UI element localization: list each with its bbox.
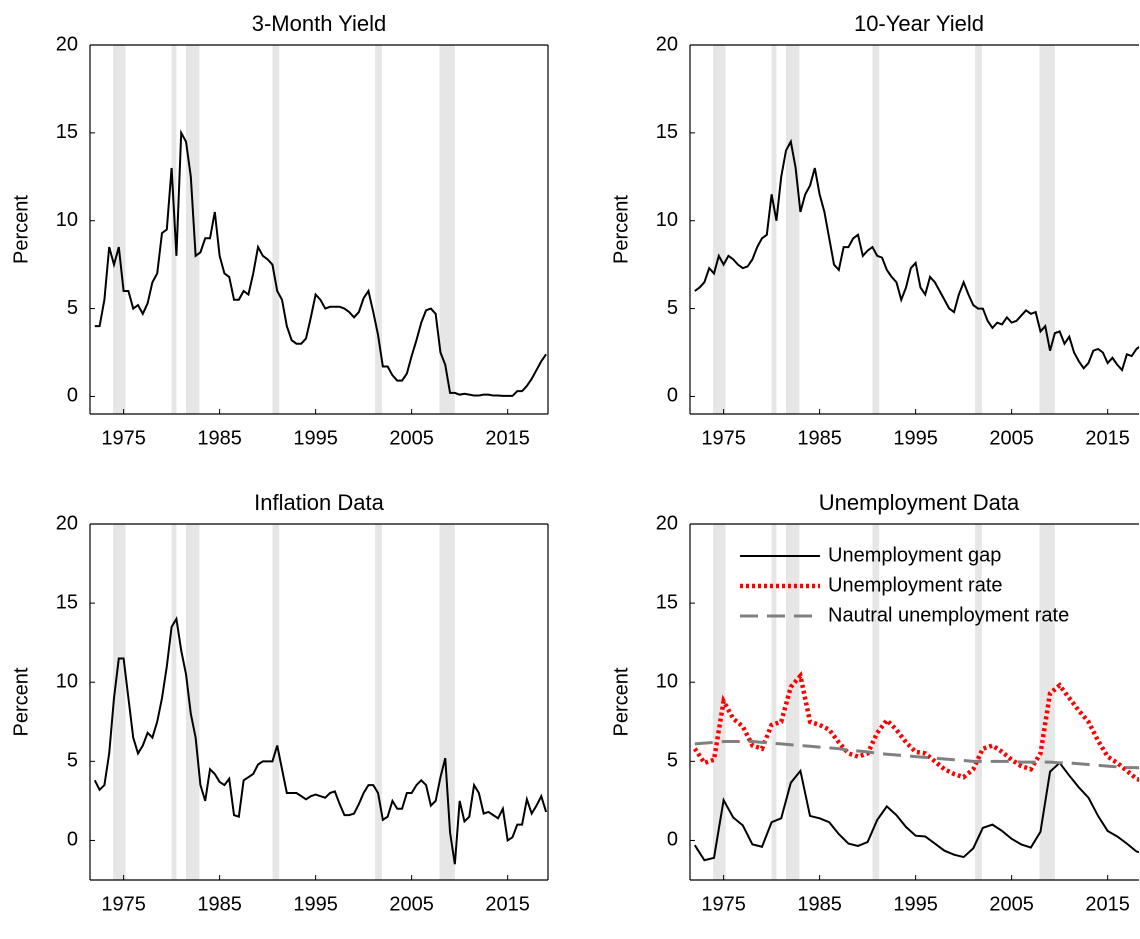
y-tick-label: 10 xyxy=(656,671,678,693)
panel: 0 5 10 15 20 1975 1985 1995 2005 2015 10-Year Yiel… xyxy=(610,11,1139,449)
x-tick-label: 1975 xyxy=(701,427,746,449)
recession-band xyxy=(113,524,126,880)
series-line xyxy=(93,616,548,865)
y-tick-label: 15 xyxy=(656,121,678,143)
recession-band xyxy=(113,45,126,414)
recession-band xyxy=(872,45,880,414)
x-tick-label: 1975 xyxy=(701,893,746,915)
x-tick-label: 2005 xyxy=(989,893,1034,915)
recession-band xyxy=(872,524,880,880)
plot-area xyxy=(692,524,1139,880)
x-tick-label: 1975 xyxy=(101,893,146,915)
series-line xyxy=(694,138,1139,373)
recession-band xyxy=(713,45,726,414)
recession-band xyxy=(439,524,455,880)
y-tick-label: 15 xyxy=(56,121,78,143)
y-axis-label: Percent xyxy=(610,195,632,264)
x-tick-label: 2005 xyxy=(989,427,1034,449)
series-line xyxy=(694,740,1139,770)
panel: 0 5 10 15 20 1975 1985 1995 2005 2015 Unemployment… xyxy=(610,490,1139,915)
y-tick-label: 5 xyxy=(667,297,678,319)
y-tick-label: 0 xyxy=(667,385,678,407)
recession-band xyxy=(786,45,800,414)
recession-band xyxy=(713,524,726,880)
recession-band xyxy=(186,524,200,880)
x-tick-label: 2005 xyxy=(389,427,434,449)
x-tick-label: 1995 xyxy=(893,893,938,915)
recession-band xyxy=(975,524,982,880)
y-tick-label: 20 xyxy=(656,512,678,534)
legend-label: Unemployment rate xyxy=(828,574,1003,596)
recession-band xyxy=(375,524,382,880)
series-line xyxy=(693,761,1139,862)
y-tick-label: 10 xyxy=(656,209,678,231)
x-tick-label: 2015 xyxy=(485,893,530,915)
y-tick-label: 20 xyxy=(56,33,78,55)
y-tick-label: 0 xyxy=(667,829,678,851)
x-tick-label: 1975 xyxy=(101,427,146,449)
x-tick-label: 1985 xyxy=(797,427,842,449)
panel: 0 5 10 15 20 1975 1985 1995 2005 2015 3-Month Yiel… xyxy=(10,11,549,449)
chart-title: 3-Month Yield xyxy=(252,11,387,36)
x-tick-label: 1995 xyxy=(893,427,938,449)
x-tick-label: 1985 xyxy=(197,427,242,449)
recession-band xyxy=(186,45,200,414)
y-tick-label: 5 xyxy=(67,750,78,772)
y-axis-label: Percent xyxy=(610,667,632,736)
y-axis-label: Percent xyxy=(10,195,32,264)
recession-band xyxy=(171,524,177,880)
y-tick-label: 15 xyxy=(656,591,678,613)
series-line xyxy=(692,670,1139,782)
x-tick-label: 1995 xyxy=(293,893,338,915)
chart-title: Inflation Data xyxy=(254,490,384,515)
y-tick-label: 10 xyxy=(56,671,78,693)
x-tick-label: 1985 xyxy=(197,893,242,915)
x-tick-label: 1985 xyxy=(797,893,842,915)
y-tick-label: 0 xyxy=(67,385,78,407)
recession-band xyxy=(439,45,455,414)
x-tick-label: 2005 xyxy=(389,893,434,915)
y-tick-label: 0 xyxy=(67,829,78,851)
recession-band xyxy=(1039,524,1055,880)
series-line xyxy=(94,129,547,397)
y-axis-label: Percent xyxy=(10,667,32,736)
y-tick-label: 20 xyxy=(56,512,78,534)
y-tick-label: 5 xyxy=(67,297,78,319)
x-tick-label: 1995 xyxy=(293,427,338,449)
y-tick-label: 15 xyxy=(56,591,78,613)
plot-area xyxy=(94,45,547,414)
recession-band xyxy=(771,45,777,414)
x-tick-label: 2015 xyxy=(1085,427,1130,449)
y-tick-label: 10 xyxy=(56,209,78,231)
chart-title: 10-Year Yield xyxy=(854,11,984,36)
y-tick-label: 5 xyxy=(667,750,678,772)
plot-area xyxy=(93,524,548,880)
recession-band xyxy=(1039,45,1055,414)
panel: 0 5 10 15 20 1975 1985 1995 2005 2015 Inflation Da… xyxy=(10,490,549,915)
y-tick-label: 20 xyxy=(656,33,678,55)
plot-area xyxy=(694,45,1139,414)
legend-label: Nautral unemployment rate xyxy=(828,604,1069,626)
chart-title: Unemployment Data xyxy=(819,490,1020,515)
recession-band xyxy=(272,45,280,414)
x-tick-label: 2015 xyxy=(485,427,530,449)
recession-band xyxy=(975,45,982,414)
recession-band xyxy=(272,524,280,880)
recession-band xyxy=(771,524,777,880)
legend-label: Unemployment gap xyxy=(828,544,1001,566)
x-tick-label: 2015 xyxy=(1085,893,1130,915)
recession-band xyxy=(375,45,382,414)
